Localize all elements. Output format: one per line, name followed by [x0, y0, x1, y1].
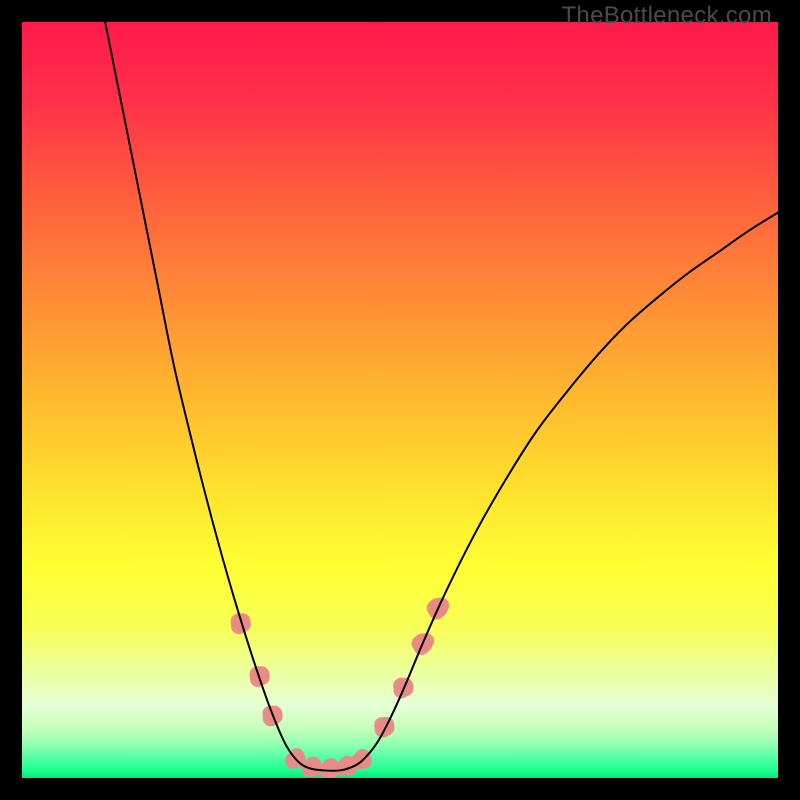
gradient-background [22, 22, 778, 778]
data-marker [289, 748, 305, 764]
data-marker [354, 749, 370, 765]
plot-area [22, 22, 778, 778]
chart-frame: TheBottleneck.com [0, 0, 800, 800]
plot-svg [22, 22, 778, 778]
watermark-text: TheBottleneck.com [561, 2, 772, 30]
